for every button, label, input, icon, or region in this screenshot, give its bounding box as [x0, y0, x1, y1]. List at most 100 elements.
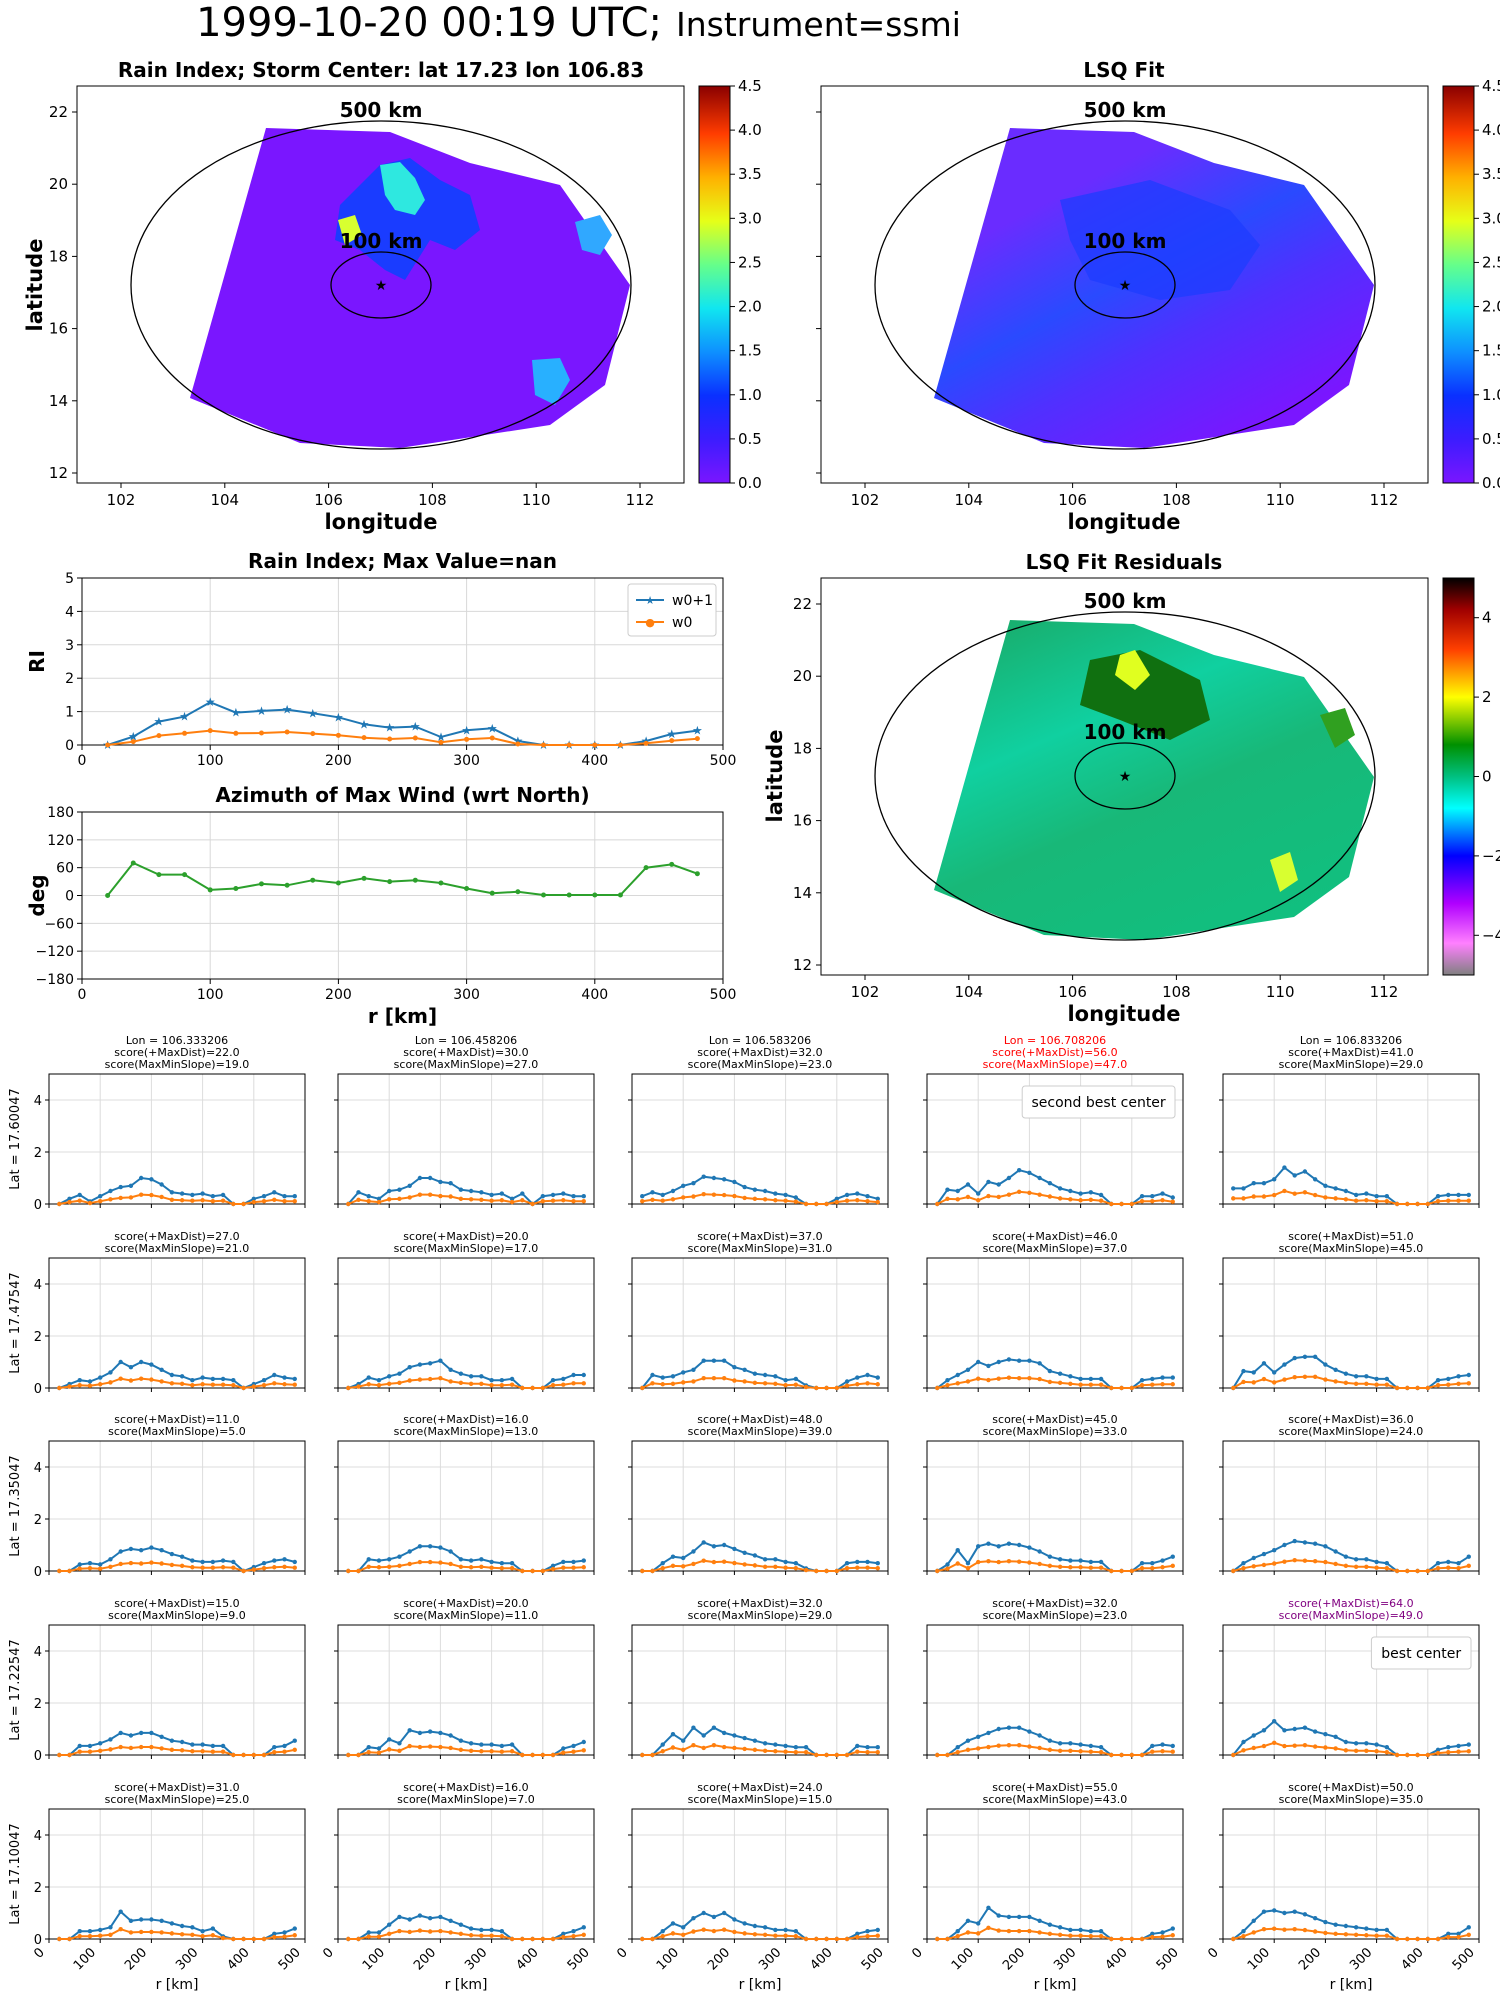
data-point	[499, 1929, 505, 1934]
data-point	[1364, 1557, 1369, 1562]
data-point	[261, 1936, 267, 1942]
data-point	[732, 1917, 737, 1922]
data-point	[1394, 1752, 1400, 1758]
panel-header: score(MaxMinSlope)=39.0	[688, 1425, 833, 1438]
panel-header: score(MaxMinSlope)=24.0	[1279, 1425, 1424, 1438]
data-point	[417, 1559, 423, 1565]
colorbar-tick-label: 3.5	[1482, 165, 1500, 183]
data-point	[190, 1749, 195, 1754]
data-point	[540, 1752, 545, 1758]
data-point	[98, 1375, 103, 1380]
data-point: ★	[333, 710, 344, 724]
series-line	[59, 1745, 295, 1756]
data-point	[282, 1743, 287, 1749]
data-point	[1150, 1376, 1155, 1382]
data-point	[108, 1197, 113, 1202]
data-point	[407, 1743, 412, 1749]
data-point	[468, 1188, 474, 1194]
data-point	[643, 865, 649, 871]
data-point	[976, 1931, 981, 1936]
data-point	[366, 1745, 371, 1750]
data-point	[1456, 1565, 1461, 1571]
ring-500km	[874, 611, 1376, 941]
data-point	[272, 1749, 277, 1755]
data-point	[412, 877, 418, 883]
panel-header: score(MaxMinSlope)=43.0	[983, 1793, 1128, 1806]
data-point	[98, 1927, 103, 1933]
data-point	[292, 1382, 297, 1387]
map-rain-ylabel: latitude	[23, 239, 47, 332]
data-point	[773, 1742, 778, 1747]
data-point	[1384, 1933, 1390, 1938]
data-point	[1374, 1933, 1379, 1938]
data-point	[407, 1365, 412, 1370]
x-tick-label: 100	[197, 753, 224, 769]
panel-header: score(MaxMinSlope)=27.0	[394, 1058, 539, 1071]
data-point	[376, 1196, 382, 1201]
data-point	[515, 741, 521, 747]
data-point	[742, 1746, 747, 1752]
data-point	[458, 1564, 464, 1569]
data-point	[1057, 1186, 1063, 1191]
data-point	[200, 1749, 205, 1754]
data-point	[346, 1752, 351, 1758]
data-point	[1384, 1376, 1390, 1382]
data-point	[1037, 1175, 1042, 1181]
y-tick-label: 2	[34, 1513, 42, 1528]
data-point	[1078, 1376, 1083, 1382]
data-point	[1027, 1928, 1032, 1934]
data-point	[138, 1192, 144, 1197]
data-point	[986, 1558, 991, 1564]
data-point	[387, 736, 393, 742]
panel-header: score(MaxMinSlope)=17.0	[394, 1242, 539, 1255]
panel-header: score(MaxMinSlope)=31.0	[688, 1242, 833, 1255]
data-point	[1292, 1173, 1297, 1178]
data-point	[149, 1744, 154, 1750]
data-point	[1047, 1181, 1053, 1186]
data-point	[1078, 1565, 1083, 1570]
data-point	[130, 739, 136, 745]
chart-azimuth-max-wind: 0 100 200 300 400 500 180 120 60 0 −60 −120 −180 Azim…	[25, 783, 736, 1028]
data-point	[458, 1738, 464, 1743]
data-point	[571, 1381, 576, 1386]
data-point	[844, 1379, 850, 1384]
data-point	[179, 1191, 185, 1196]
data-point	[550, 1382, 556, 1388]
x-tick-label: 400	[1102, 1945, 1130, 1973]
x-tick-label: 100	[360, 1945, 388, 1973]
x-tick-label: 400	[581, 987, 608, 1003]
data-point	[965, 1565, 971, 1571]
y-axis-label: deg	[25, 874, 49, 916]
x-tick-label: 112	[1370, 491, 1399, 509]
small-multiple-panel: score(+MaxDist)=32.0score(MaxMinSlope)=2…	[923, 1597, 1184, 1759]
rain-cell-east	[575, 215, 612, 255]
data-point	[986, 1193, 991, 1199]
data-point	[1261, 1562, 1267, 1568]
data-point	[200, 1929, 205, 1934]
data-point	[438, 880, 444, 886]
data-point	[1150, 1198, 1155, 1204]
data-point	[261, 1752, 267, 1758]
data-point	[1037, 1376, 1042, 1382]
data-point	[660, 1198, 665, 1203]
data-point	[1231, 1752, 1236, 1758]
data-point	[865, 1198, 870, 1204]
data-point	[468, 1381, 474, 1386]
data-point	[169, 1190, 175, 1195]
data-point	[520, 1568, 525, 1574]
ring-label-inner: 100 km	[1084, 229, 1167, 253]
data-point	[1272, 1177, 1277, 1182]
data-point	[282, 1198, 287, 1204]
map-lsq-frame	[820, 85, 1429, 484]
data-point	[1139, 1194, 1145, 1199]
data-point	[1150, 1565, 1155, 1571]
data-point	[156, 872, 162, 878]
x-tick-label: 102	[107, 491, 136, 509]
panel-legend-box	[1370, 1636, 1472, 1670]
series-line	[59, 1910, 296, 1940]
data-point	[190, 1932, 195, 1937]
x-tick-label: 400	[513, 1945, 541, 1973]
data-point	[282, 1375, 287, 1380]
data-point	[210, 1382, 216, 1387]
data-point	[711, 1742, 717, 1748]
